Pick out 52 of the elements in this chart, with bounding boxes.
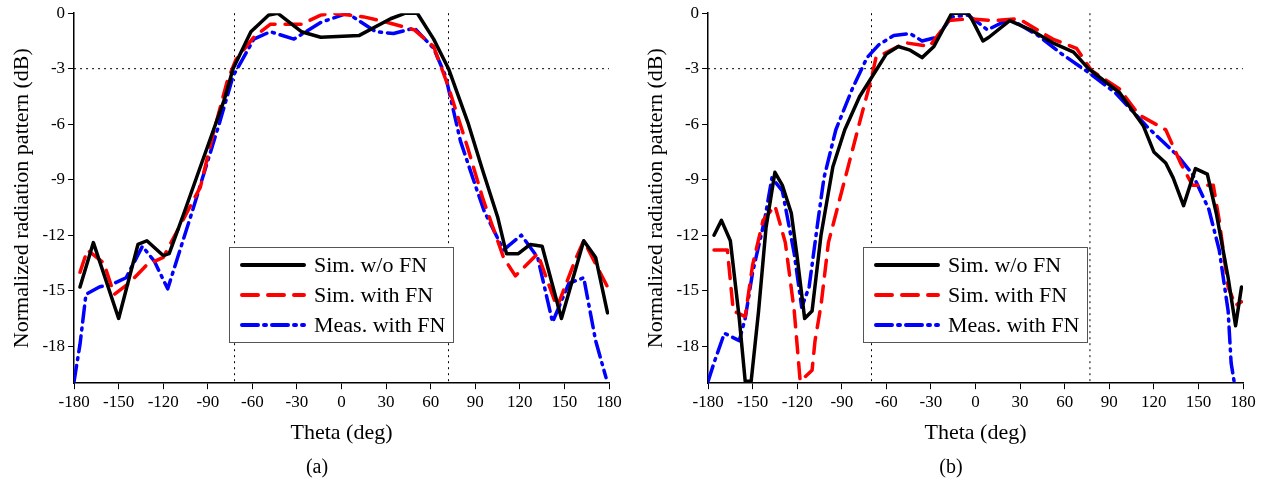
x-tick-label: 120: [507, 391, 533, 411]
x-tick-label: -30: [285, 391, 309, 411]
legend-label: Meas. with FN: [314, 311, 446, 340]
x-tick-label: 30: [377, 391, 395, 411]
y-tick-label: -15: [42, 280, 66, 300]
x-tick-label: -180: [692, 391, 724, 411]
y-tick-label: -9: [684, 169, 700, 189]
x-axis-title: Theta (deg): [290, 418, 393, 444]
y-tick-label: 0: [56, 2, 66, 22]
x-tick-label: -30: [919, 391, 943, 411]
x-tick-label: 90: [466, 391, 484, 411]
legend-label: Sim. with FN: [314, 281, 434, 310]
y-tick-label: -3: [684, 58, 700, 78]
x-tick-label: -150: [103, 391, 135, 411]
y-tick-label: -18: [676, 335, 700, 355]
legend-label: Sim. with FN: [948, 281, 1068, 310]
x-tick-label: 60: [422, 391, 440, 411]
x-tick-label: -90: [830, 391, 854, 411]
x-tick-label: 90: [1100, 391, 1118, 411]
x-tick-label: 180: [1230, 391, 1256, 411]
y-tick-label: 0: [690, 2, 700, 22]
y-axis-title: Normalized radiation pattern (dB): [7, 48, 33, 349]
y-tick-label: -18: [42, 335, 66, 355]
y-tick-label: -6: [50, 113, 66, 133]
x-tick-label: 0: [971, 391, 980, 411]
x-tick-label: -90: [196, 391, 220, 411]
x-tick-label: -120: [781, 391, 813, 411]
x-tick-label: 150: [551, 391, 578, 411]
legend-label: Sim. w/o FN: [314, 251, 428, 280]
x-tick-label: -60: [875, 391, 898, 411]
y-axis-title: Normalized radiation pattern (dB): [641, 48, 667, 349]
x-tick-label: 0: [337, 391, 346, 411]
legend-label: Sim. w/o FN: [948, 251, 1062, 280]
text: (b): [938, 455, 964, 478]
y-tick-label: -12: [676, 224, 700, 244]
x-tick-label: 150: [1185, 391, 1212, 411]
x-tick-label: 120: [1141, 391, 1167, 411]
x-tick-label: -150: [737, 391, 769, 411]
y-tick-label: -15: [676, 280, 700, 300]
x-tick-label: 60: [1056, 391, 1074, 411]
legend-label: Meas. with FN: [948, 311, 1080, 340]
x-axis-title: Theta (deg): [924, 418, 1027, 444]
x-tick-label: 30: [1011, 391, 1029, 411]
x-tick-label: -60: [241, 391, 264, 411]
y-tick-label: -12: [42, 224, 66, 244]
y-tick-label: -3: [50, 58, 66, 78]
x-tick-label: -120: [147, 391, 179, 411]
x-tick-label: -180: [58, 391, 90, 411]
y-tick-label: -6: [684, 113, 700, 133]
y-tick-label: -9: [50, 169, 66, 189]
x-tick-label: 180: [596, 391, 622, 411]
text: (a): [304, 455, 330, 478]
